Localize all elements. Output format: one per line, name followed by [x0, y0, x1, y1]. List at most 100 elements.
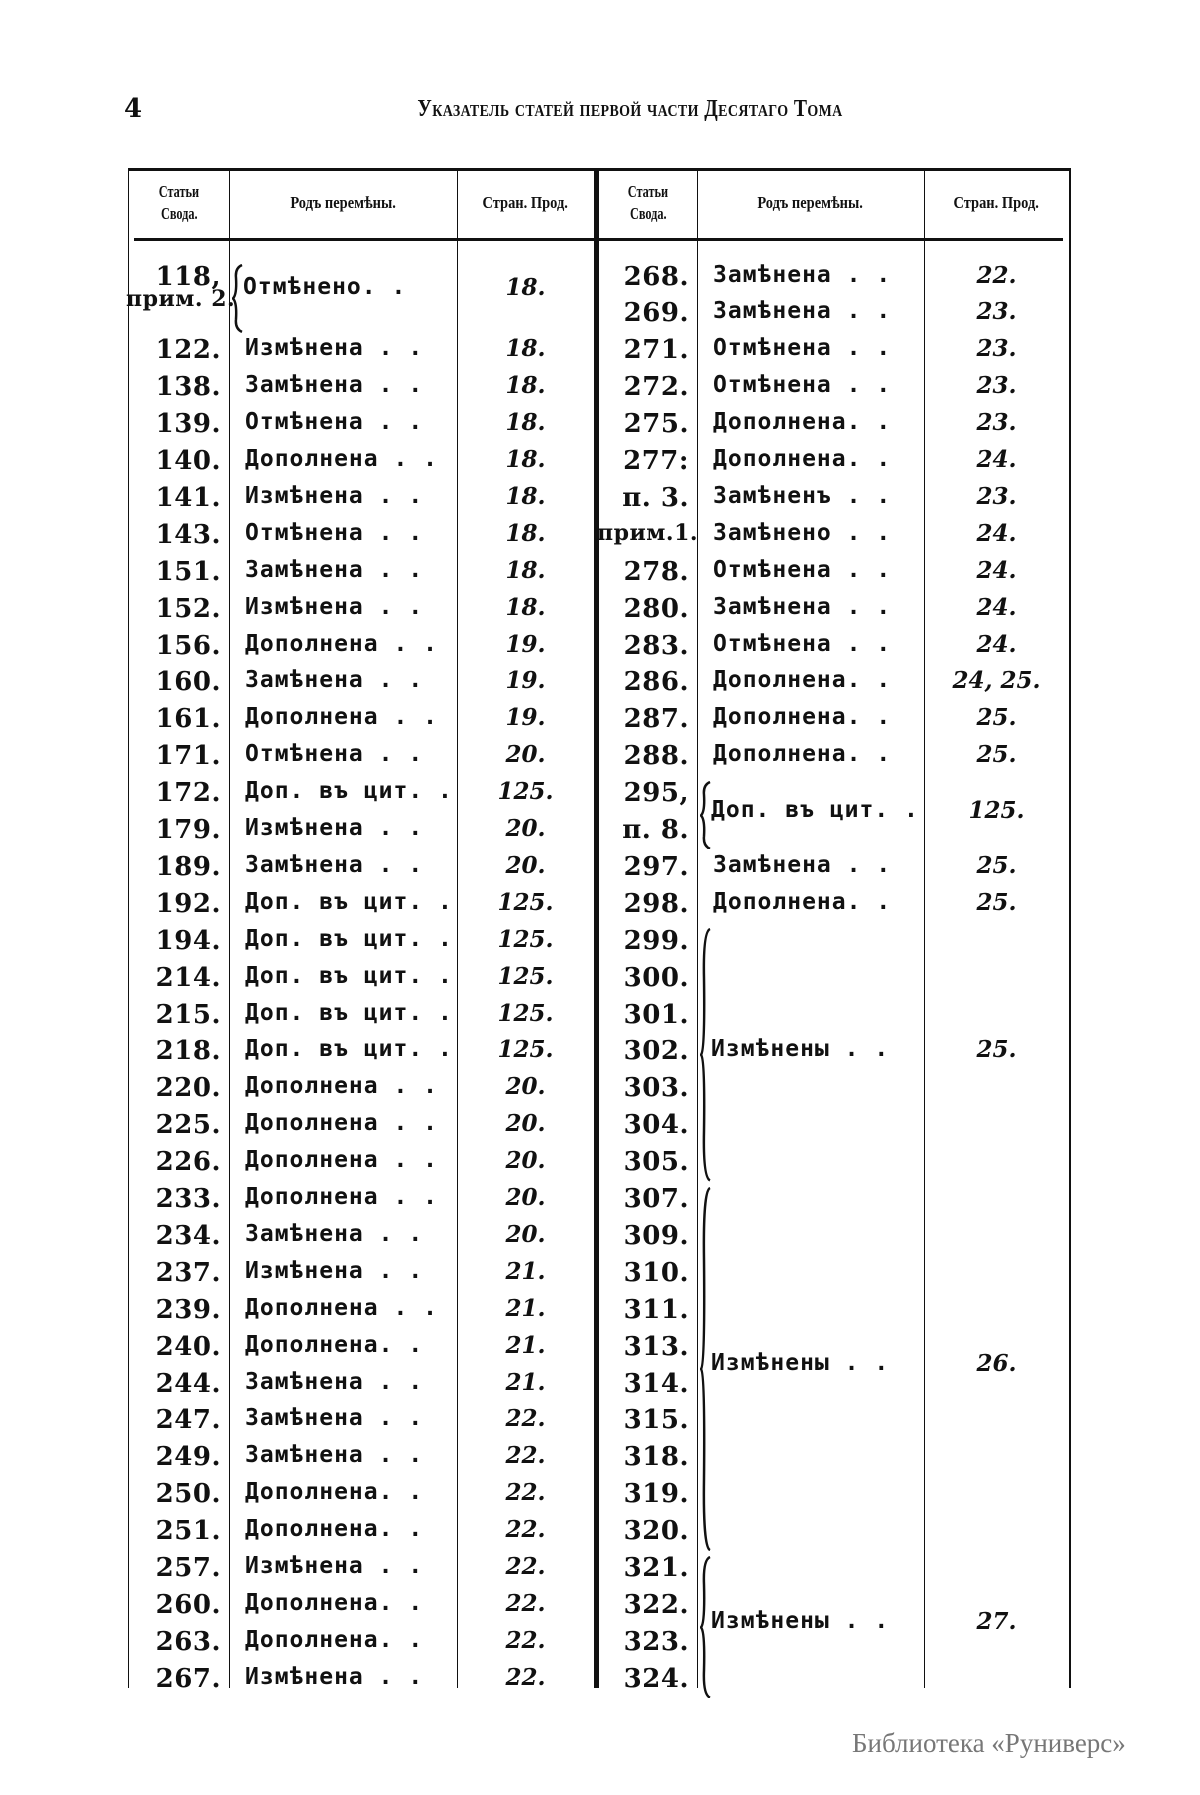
article-number: 140.	[155, 446, 221, 476]
page-reference: 21.	[505, 1368, 546, 1396]
header-change-label: Родъ перемѣны.	[290, 193, 396, 212]
change-type: Измѣнена . .	[245, 335, 424, 362]
change-type: Отмѣнена . .	[245, 741, 424, 768]
change-type: Дополнена . .	[245, 1147, 439, 1174]
article-number: 143.	[155, 519, 221, 550]
page-reference: 125.	[497, 778, 554, 806]
page-reference: 20.	[505, 1220, 546, 1248]
table-border-right	[1069, 168, 1071, 1688]
article-number: 321.	[623, 1553, 689, 1583]
change-type: Дополнена . .	[245, 630, 439, 657]
article-number: 141.	[155, 482, 221, 513]
page-reference: 22.	[505, 1589, 546, 1617]
change-type: Замѣнена . .	[245, 1220, 424, 1247]
change-type: Дополнена. .	[713, 409, 892, 436]
change-type: Дополнена. .	[245, 1479, 424, 1506]
page-reference: 125.	[968, 796, 1025, 824]
column-divider	[924, 168, 925, 1688]
change-type: Замѣнена . .	[245, 556, 424, 583]
watermark: Библиотека «Руниверс»	[852, 1728, 1126, 1758]
page-reference: 25.	[976, 1036, 1017, 1064]
article-number: 215.	[155, 999, 221, 1030]
article-number: 233.	[155, 1184, 221, 1214]
article-number: 218.	[155, 1036, 221, 1067]
page-reference: 24.	[976, 593, 1017, 621]
page-reference: 22.	[505, 1405, 546, 1433]
article-number: 295,	[623, 778, 689, 809]
header-line: Статьи	[158, 182, 199, 201]
change-type: Отмѣнена . .	[713, 630, 892, 657]
article-number: 249.	[155, 1442, 221, 1473]
header-page-label: Стран. Прод.	[482, 193, 569, 212]
change-type: Замѣнена . .	[245, 1405, 424, 1432]
article-number: 139.	[155, 409, 221, 440]
change-type: Измѣнена . .	[245, 593, 424, 620]
article-number: 240.	[155, 1331, 221, 1362]
page-reference: 125.	[497, 962, 554, 990]
article-number: 314.	[623, 1368, 689, 1399]
page-reference: 18.	[505, 372, 546, 400]
center-divider-thick	[594, 168, 599, 1688]
article-number: 324.	[623, 1663, 689, 1694]
article-number: 315.	[623, 1405, 689, 1436]
article-number: 307.	[623, 1184, 689, 1214]
article-number: 189.	[155, 851, 221, 882]
article-number: 303.	[623, 1073, 689, 1104]
change-type: Отмѣнена . .	[713, 335, 892, 362]
change-type: Доп. въ цит. .	[711, 796, 919, 823]
change-type: Замѣнена . .	[245, 851, 424, 878]
article-number: 138.	[155, 372, 221, 403]
article-number: 280.	[623, 593, 689, 624]
change-type: Замѣнено . .	[713, 519, 892, 546]
change-type: Доп. въ цит. .	[245, 999, 453, 1026]
article-number: 305.	[623, 1147, 689, 1178]
page-number: 4	[124, 94, 143, 124]
article-number: 299.	[623, 925, 689, 956]
header-change-type: Родъ перемѣны.	[229, 168, 457, 238]
article-number: 267.	[155, 1663, 221, 1694]
article-number: прим.1.	[597, 519, 699, 546]
curly-brace-icon	[700, 1186, 711, 1551]
article-number: 250.	[155, 1479, 221, 1510]
change-type: Измѣнены . .	[711, 1350, 890, 1377]
change-type: Дополнена. .	[713, 741, 892, 768]
header-line: Свода.	[629, 204, 667, 223]
page-reference: 21.	[505, 1257, 546, 1285]
article-number: 171.	[155, 741, 221, 772]
article-number: 156.	[155, 630, 221, 661]
page-reference: 22.	[505, 1516, 546, 1544]
article-number: 118,	[155, 261, 221, 292]
change-type: Дополнена . .	[245, 1294, 439, 1321]
article-number: 313.	[623, 1331, 689, 1362]
change-type: Измѣнена . .	[245, 1663, 424, 1690]
change-type: Отмѣнена . .	[245, 519, 424, 546]
article-number: 151.	[155, 556, 221, 587]
change-type: Отмѣнена . .	[713, 372, 892, 399]
article-number: 275.	[623, 409, 689, 440]
header-line: Статьи	[627, 182, 669, 201]
change-type: Замѣнена . .	[245, 667, 424, 694]
article-number: 287.	[623, 704, 689, 735]
article-number: 226.	[155, 1147, 221, 1178]
page-reference: 27.	[976, 1608, 1017, 1636]
article-number: 300.	[623, 962, 689, 993]
article-number: 214.	[155, 962, 221, 993]
article-number: 318.	[623, 1442, 689, 1473]
header-page: Стран. Прод.	[924, 168, 1069, 238]
article-number: 172.	[155, 778, 221, 809]
article-number: 322.	[623, 1589, 689, 1620]
change-type: Дополнена . .	[245, 1073, 439, 1100]
change-type: Доп. въ цит. .	[245, 888, 453, 915]
column-divider	[457, 168, 458, 1688]
header-articles: Статьи Свода.	[128, 168, 229, 238]
header-articles: Статьи Свода.	[599, 168, 697, 238]
page-reference: 20.	[505, 851, 546, 879]
page-reference: 20.	[505, 1184, 546, 1211]
page-reference: 22.	[976, 261, 1017, 289]
article-number: 286.	[623, 667, 689, 698]
page-reference: 24.	[976, 446, 1017, 473]
page-reference: 125.	[497, 1036, 554, 1064]
page-reference: 22.	[505, 1553, 546, 1580]
page-reference: 18.	[505, 446, 546, 473]
article-number: 152.	[155, 593, 221, 624]
